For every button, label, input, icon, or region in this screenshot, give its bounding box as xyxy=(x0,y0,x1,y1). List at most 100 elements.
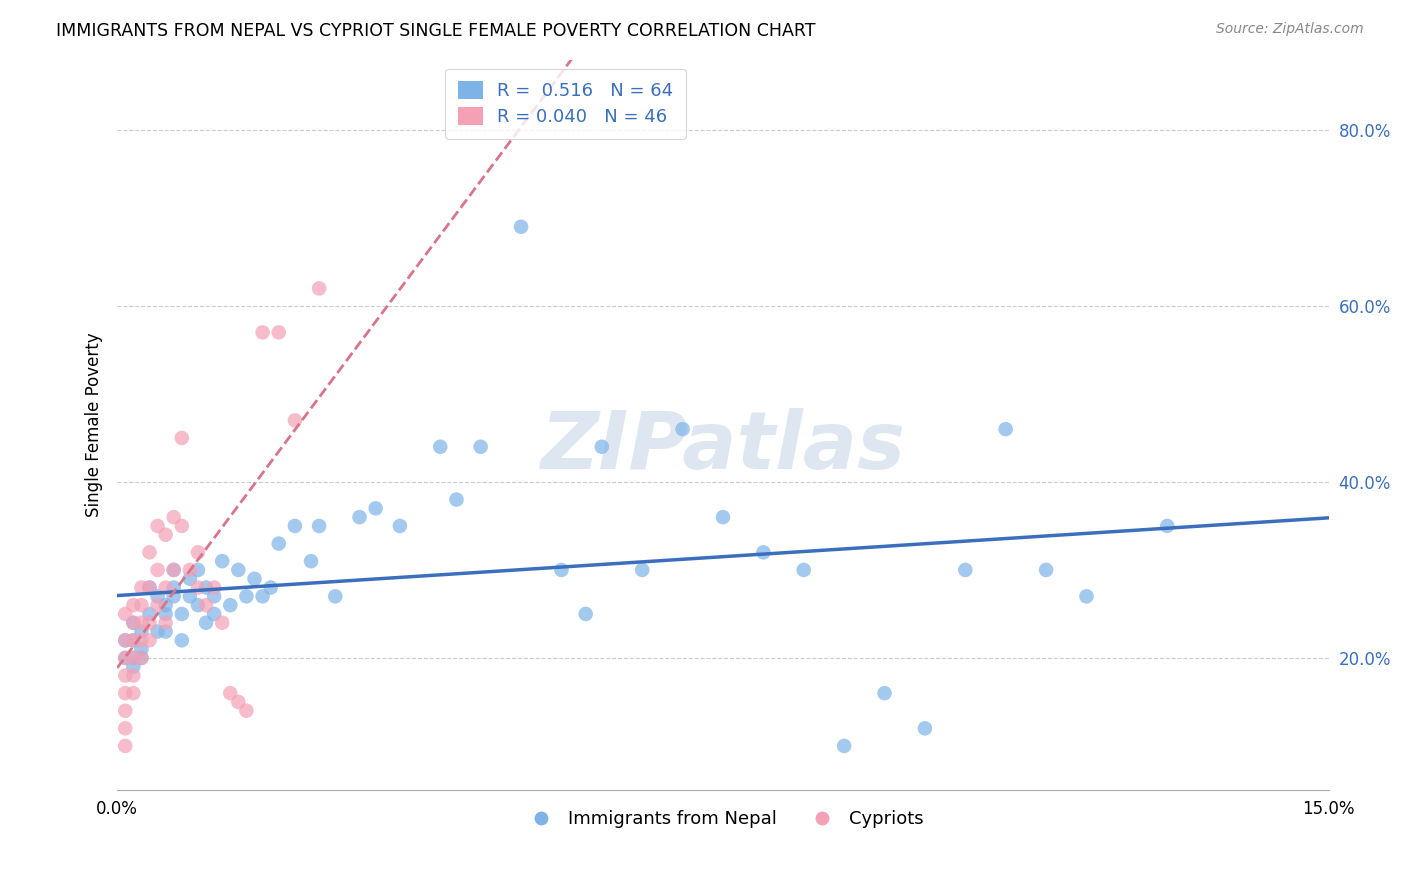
Point xyxy=(131,598,153,612)
Point xyxy=(873,686,896,700)
Point xyxy=(793,563,815,577)
Point xyxy=(228,563,250,577)
Point xyxy=(219,598,242,612)
Point xyxy=(243,572,266,586)
Point xyxy=(155,527,177,541)
Point xyxy=(228,695,250,709)
Point xyxy=(138,615,160,630)
Point xyxy=(323,590,346,604)
Point xyxy=(131,615,153,630)
Point xyxy=(202,590,225,604)
Point xyxy=(114,704,136,718)
Point xyxy=(155,624,177,639)
Point xyxy=(114,686,136,700)
Point xyxy=(114,739,136,753)
Point xyxy=(114,668,136,682)
Y-axis label: Single Female Poverty: Single Female Poverty xyxy=(86,333,103,517)
Point xyxy=(146,590,169,604)
Point xyxy=(170,519,193,533)
Point xyxy=(349,510,371,524)
Point xyxy=(163,563,186,577)
Point xyxy=(170,431,193,445)
Point xyxy=(122,686,145,700)
Point xyxy=(163,510,186,524)
Point xyxy=(510,219,533,234)
Point xyxy=(388,519,411,533)
Point xyxy=(114,651,136,665)
Point xyxy=(671,422,693,436)
Point xyxy=(122,615,145,630)
Point xyxy=(146,624,169,639)
Text: ZIPatlas: ZIPatlas xyxy=(540,408,905,485)
Point xyxy=(470,440,492,454)
Point xyxy=(131,581,153,595)
Point xyxy=(131,633,153,648)
Point xyxy=(114,633,136,648)
Point xyxy=(138,607,160,621)
Point xyxy=(267,536,290,550)
Point xyxy=(138,581,160,595)
Point xyxy=(187,598,209,612)
Point xyxy=(163,563,186,577)
Point xyxy=(187,545,209,559)
Point xyxy=(122,651,145,665)
Point xyxy=(155,615,177,630)
Point xyxy=(267,326,290,340)
Point xyxy=(575,607,598,621)
Point xyxy=(114,607,136,621)
Point xyxy=(284,413,307,427)
Point xyxy=(131,651,153,665)
Point xyxy=(131,651,153,665)
Point xyxy=(202,581,225,595)
Point xyxy=(122,598,145,612)
Point xyxy=(122,615,145,630)
Point xyxy=(146,563,169,577)
Point xyxy=(446,492,468,507)
Point xyxy=(202,607,225,621)
Point xyxy=(195,598,218,612)
Point xyxy=(1076,590,1098,604)
Point xyxy=(832,739,855,753)
Point xyxy=(211,554,233,568)
Point xyxy=(138,633,160,648)
Point xyxy=(114,633,136,648)
Point xyxy=(122,659,145,673)
Point xyxy=(179,563,201,577)
Point xyxy=(170,633,193,648)
Point xyxy=(955,563,977,577)
Point xyxy=(170,607,193,621)
Point xyxy=(163,581,186,595)
Legend: Immigrants from Nepal, Cypriots: Immigrants from Nepal, Cypriots xyxy=(516,803,931,836)
Point xyxy=(1156,519,1178,533)
Point xyxy=(308,519,330,533)
Point xyxy=(591,440,613,454)
Point xyxy=(114,651,136,665)
Point xyxy=(122,633,145,648)
Point xyxy=(131,642,153,657)
Point xyxy=(711,510,734,524)
Point xyxy=(752,545,775,559)
Point xyxy=(284,519,307,533)
Point xyxy=(122,633,145,648)
Point xyxy=(195,581,218,595)
Text: IMMIGRANTS FROM NEPAL VS CYPRIOT SINGLE FEMALE POVERTY CORRELATION CHART: IMMIGRANTS FROM NEPAL VS CYPRIOT SINGLE … xyxy=(56,22,815,40)
Point xyxy=(155,607,177,621)
Point xyxy=(187,581,209,595)
Point xyxy=(122,651,145,665)
Point xyxy=(146,519,169,533)
Point xyxy=(219,686,242,700)
Point xyxy=(994,422,1017,436)
Point xyxy=(163,590,186,604)
Point xyxy=(131,624,153,639)
Point xyxy=(195,615,218,630)
Point xyxy=(252,590,274,604)
Point xyxy=(211,615,233,630)
Point xyxy=(252,326,274,340)
Point xyxy=(138,545,160,559)
Point xyxy=(235,704,257,718)
Point xyxy=(260,581,283,595)
Point xyxy=(138,581,160,595)
Point xyxy=(235,590,257,604)
Point xyxy=(179,572,201,586)
Point xyxy=(146,598,169,612)
